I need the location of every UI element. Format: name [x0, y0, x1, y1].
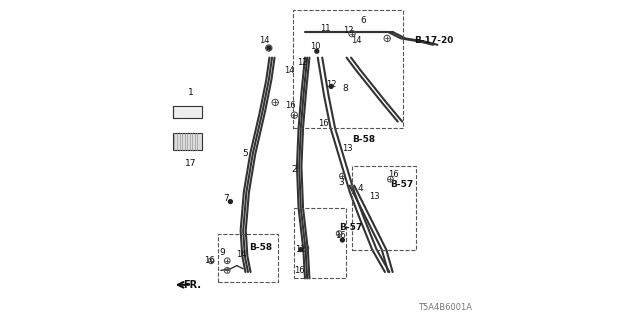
Circle shape — [299, 248, 303, 252]
Circle shape — [315, 49, 319, 53]
Text: 8: 8 — [342, 84, 348, 92]
Text: B-57: B-57 — [390, 180, 413, 188]
Text: 3: 3 — [338, 178, 344, 187]
Text: 12: 12 — [326, 80, 337, 89]
Text: 5: 5 — [242, 149, 248, 158]
Circle shape — [228, 200, 232, 204]
Text: 14: 14 — [351, 36, 362, 44]
Text: T5A4B6001A: T5A4B6001A — [418, 303, 472, 312]
Circle shape — [330, 84, 333, 88]
Text: 1: 1 — [188, 88, 193, 97]
Text: 2: 2 — [292, 165, 297, 174]
Text: 12: 12 — [344, 26, 354, 35]
Text: 16: 16 — [285, 101, 296, 110]
Text: 16: 16 — [335, 231, 346, 240]
Text: 16: 16 — [204, 256, 215, 265]
Text: FR.: FR. — [183, 280, 201, 290]
Text: B-58: B-58 — [249, 244, 273, 252]
Text: 14: 14 — [284, 66, 295, 75]
FancyBboxPatch shape — [173, 133, 202, 150]
Text: 17: 17 — [185, 159, 196, 168]
Text: 12: 12 — [296, 245, 306, 254]
Text: B-58: B-58 — [351, 135, 375, 144]
Text: 12: 12 — [297, 58, 308, 67]
Text: 6: 6 — [360, 16, 366, 25]
Circle shape — [340, 238, 344, 242]
Circle shape — [267, 46, 271, 50]
Text: 13: 13 — [342, 144, 353, 153]
Text: B-17-20: B-17-20 — [414, 36, 453, 44]
Text: B-57: B-57 — [339, 223, 362, 232]
Text: 16: 16 — [294, 266, 305, 275]
Text: 14: 14 — [236, 250, 247, 259]
Text: 13: 13 — [369, 192, 380, 201]
Text: 14: 14 — [259, 36, 269, 44]
Text: 11: 11 — [321, 24, 331, 33]
Text: 4: 4 — [357, 184, 363, 193]
FancyBboxPatch shape — [173, 106, 202, 118]
Text: 16: 16 — [388, 170, 399, 179]
Text: 16: 16 — [318, 119, 328, 128]
Text: 9: 9 — [220, 248, 225, 257]
Text: 7: 7 — [223, 194, 228, 203]
Text: 10: 10 — [310, 42, 321, 51]
